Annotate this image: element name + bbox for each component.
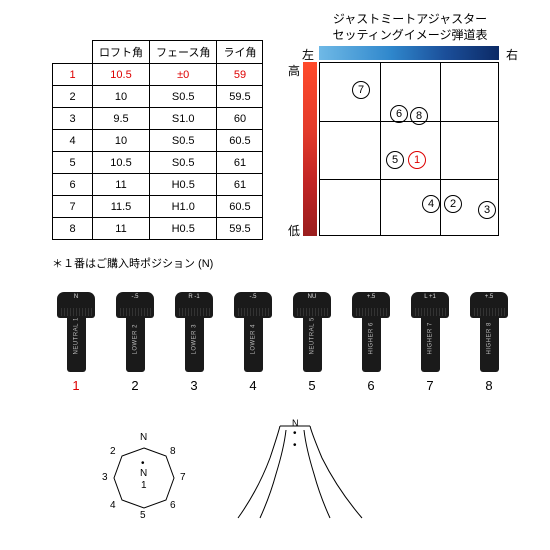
chart-point-1: 1: [408, 151, 426, 169]
chart-point-6: 6: [390, 105, 408, 123]
trajectory-grid: 7 68 51 423: [319, 62, 499, 236]
hosel-top: N: [292, 418, 299, 428]
table-row: 811H0.559.5: [53, 218, 263, 240]
chart-point-3: 3: [478, 201, 496, 219]
chart-point-7: 7: [352, 81, 370, 99]
svg-text:•: •: [293, 428, 297, 439]
axis-high: 高: [288, 62, 300, 79]
table-row: 711.5H1.060.5: [53, 196, 263, 218]
left-gradient: [303, 62, 317, 236]
adapter-5: NUNEUTRAL 55: [288, 292, 336, 393]
adapter-2: -.5LOWER 22: [111, 292, 159, 393]
col-lie: ライ角: [217, 41, 263, 64]
axis-right: 右: [506, 46, 518, 63]
adapter-4: -.5LOWER 44: [229, 292, 277, 393]
top-gradient: [319, 46, 499, 60]
col-face: フェース角: [150, 41, 217, 64]
chart-point-4: 4: [422, 195, 440, 213]
adapter-3: R -1LOWER 33: [170, 292, 218, 393]
chart-title: ジャストミートアジャスターセッティングイメージ弾道表: [300, 12, 520, 43]
adapter-8: +.5HIGHER 88: [465, 292, 513, 393]
spec-table: ロフト角 フェース角 ライ角 110.5±059 210S0.559.5 39.…: [52, 40, 263, 240]
octagon-diagram: N 8 7 6 5 4 3 2 • N 1: [94, 430, 194, 530]
adapter-6: +.5HIGHER 66: [347, 292, 395, 393]
chart-point-8: 8: [410, 107, 428, 125]
note: ＊１番はご購入時ポジション (N): [52, 255, 213, 271]
table-row: 39.5S1.060: [53, 108, 263, 130]
table-row: 611H0.561: [53, 174, 263, 196]
table-row: 210S0.559.5: [53, 86, 263, 108]
adapter-1: NNEUTRAL 11: [52, 292, 100, 393]
hosel-diagram: N • •: [230, 418, 370, 528]
chart-point-2: 2: [444, 195, 462, 213]
svg-text:•: •: [293, 440, 297, 451]
table-row: 410S0.560.5: [53, 130, 263, 152]
table-row: 510.5S0.561: [53, 152, 263, 174]
col-loft: ロフト角: [93, 41, 150, 64]
table-row: 110.5±059: [53, 64, 263, 86]
axis-low: 低: [288, 222, 300, 239]
chart-point-5: 5: [386, 151, 404, 169]
adapter-7: L +1HIGHER 77: [406, 292, 454, 393]
axis-left: 左: [302, 46, 314, 63]
adapters-row: NNEUTRAL 11-.5LOWER 22R -1LOWER 33-.5LOW…: [52, 292, 513, 393]
